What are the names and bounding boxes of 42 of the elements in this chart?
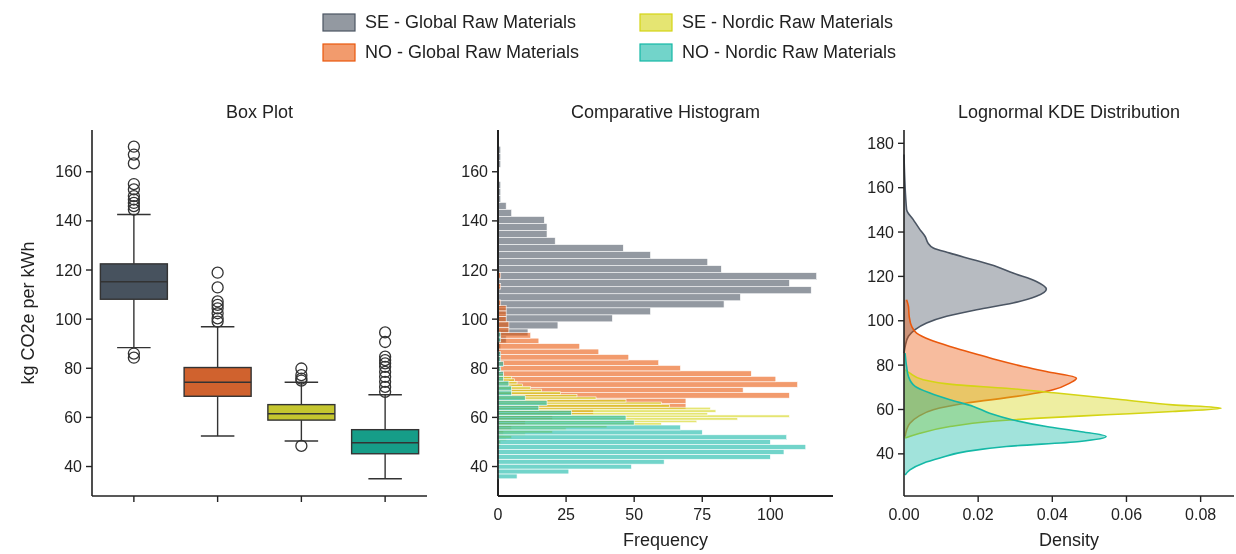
y-tick-label: 100 bbox=[55, 310, 83, 328]
legend-label: NO - Global Raw Materials bbox=[365, 42, 580, 63]
y-tick-label: 120 bbox=[867, 268, 895, 285]
chart-title: Lognormal KDE Distribution bbox=[957, 102, 1181, 122]
x-tick-label: 75 bbox=[693, 506, 712, 523]
y-tick-label: 40 bbox=[64, 458, 83, 476]
y-tick-label: 140 bbox=[461, 212, 489, 230]
y-tick-label: 100 bbox=[461, 310, 489, 328]
x-tick-label: 0.08 bbox=[1185, 506, 1217, 523]
y-tick-label: 100 bbox=[867, 312, 895, 330]
x-tick-label: 0.02 bbox=[962, 506, 994, 523]
x-axis-title: Frequency bbox=[622, 530, 709, 550]
y-tick-label: 140 bbox=[55, 212, 83, 230]
x-tick-label: 25 bbox=[557, 506, 576, 523]
x-tick-label: 0.06 bbox=[1110, 506, 1143, 523]
x-tick-label: 100 bbox=[757, 506, 784, 523]
legend-label: SE - Nordic Raw Materials bbox=[682, 12, 894, 33]
y-tick-label: 40 bbox=[876, 445, 895, 463]
chart-title: Comparative Histogram bbox=[570, 102, 761, 122]
y-axis-title: kg CO2e per kWh bbox=[18, 241, 38, 385]
x-axis-title: Density bbox=[1038, 530, 1100, 550]
y-tick-label: 60 bbox=[64, 409, 83, 426]
x-tick-label: 0 bbox=[493, 506, 503, 523]
y-tick-label: 120 bbox=[55, 261, 83, 279]
y-tick-label: 60 bbox=[876, 401, 895, 419]
y-tick-label: 60 bbox=[470, 409, 489, 426]
y-tick-label: 160 bbox=[55, 163, 83, 181]
legend-label: NO - Nordic Raw Materials bbox=[682, 42, 897, 63]
x-tick-label: 50 bbox=[625, 506, 644, 523]
chart-title: Box Plot bbox=[225, 102, 294, 122]
y-tick-label: 180 bbox=[867, 134, 895, 152]
y-tick-label: 140 bbox=[867, 223, 895, 241]
y-tick-label: 80 bbox=[470, 359, 489, 377]
y-tick-label: 160 bbox=[461, 163, 489, 181]
x-tick-label: 0.04 bbox=[1036, 506, 1068, 523]
y-tick-label: 80 bbox=[64, 359, 83, 377]
y-tick-label: 40 bbox=[470, 458, 489, 476]
y-tick-label: 160 bbox=[867, 179, 895, 197]
y-tick-label: 120 bbox=[461, 261, 489, 279]
x-tick-label: 0.00 bbox=[888, 506, 920, 523]
y-tick-label: 80 bbox=[876, 356, 895, 374]
legend-label: SE - Global Raw Materials bbox=[365, 12, 577, 33]
